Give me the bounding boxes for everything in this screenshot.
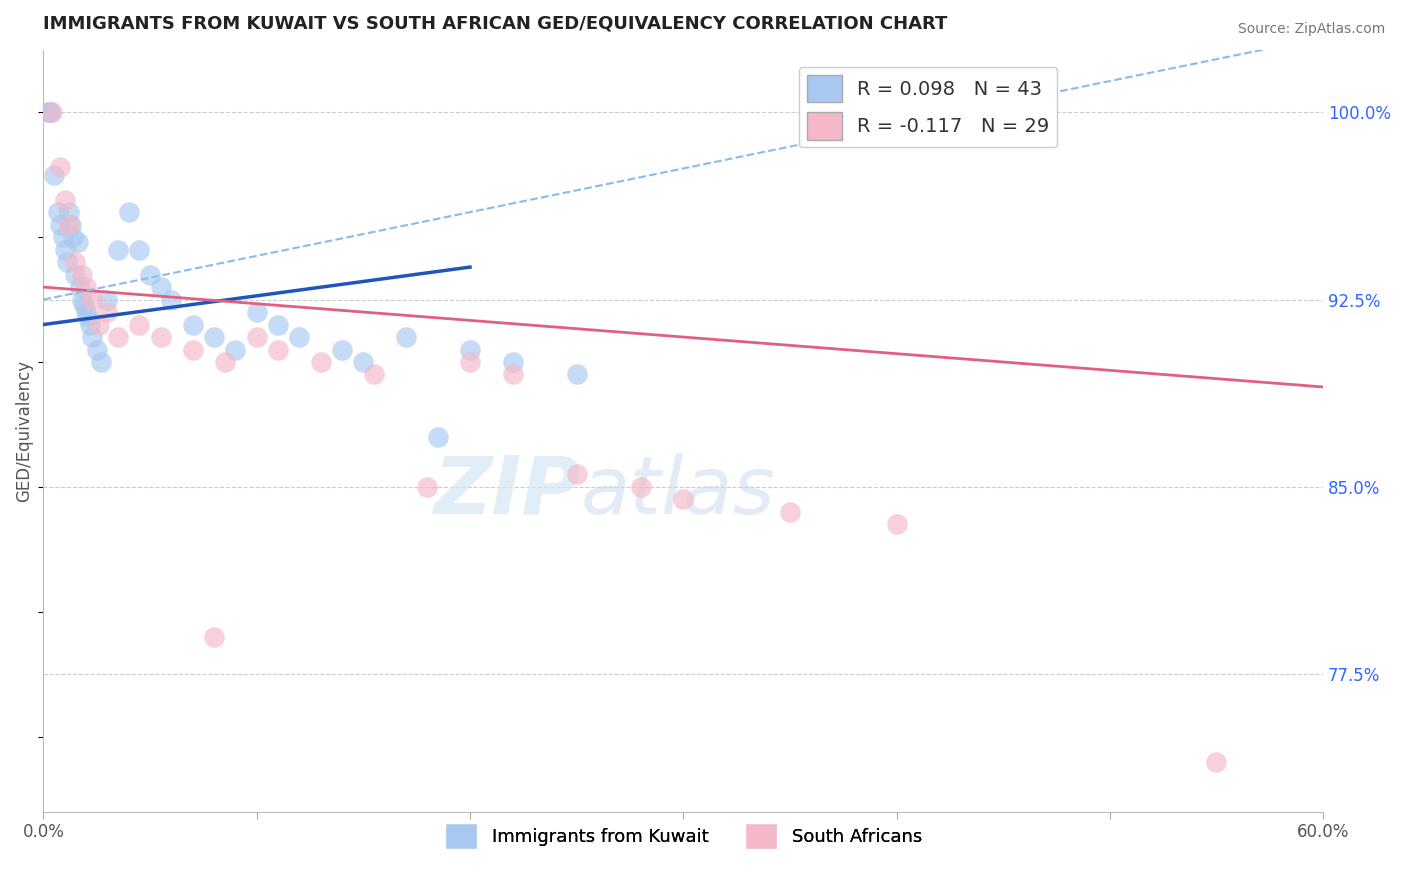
Point: [118, 205, 141, 219]
Y-axis label: GED/Equivalency: GED/Equivalency: [15, 359, 32, 501]
Point: [246, 305, 269, 319]
Point: [502, 368, 524, 382]
Point: [90, 355, 112, 369]
Point: [1205, 755, 1227, 769]
Point: [38, 105, 60, 120]
Point: [458, 343, 481, 357]
Point: [107, 330, 129, 344]
Legend: Immigrants from Kuwait, South Africans: Immigrants from Kuwait, South Africans: [437, 816, 929, 855]
Point: [128, 318, 150, 332]
Point: [458, 355, 481, 369]
Point: [395, 330, 418, 344]
Point: [38, 105, 60, 120]
Point: [87, 318, 110, 332]
Point: [65, 268, 87, 282]
Point: [70, 293, 93, 307]
Point: [565, 467, 588, 482]
Point: [79, 318, 101, 332]
Point: [58, 218, 80, 232]
Point: [70, 268, 93, 282]
Point: [224, 343, 246, 357]
Point: [309, 355, 332, 369]
Point: [58, 205, 80, 219]
Point: [139, 268, 162, 282]
Point: [630, 480, 652, 494]
Point: [53, 193, 76, 207]
Point: [149, 280, 172, 294]
Point: [267, 318, 290, 332]
Point: [886, 517, 908, 532]
Point: [128, 243, 150, 257]
Point: [49, 160, 72, 174]
Point: [82, 293, 104, 307]
Point: [52, 230, 75, 244]
Point: [53, 243, 76, 257]
Text: IMMIGRANTS FROM KUWAIT VS SOUTH AFRICAN GED/EQUIVALENCY CORRELATION CHART: IMMIGRANTS FROM KUWAIT VS SOUTH AFRICAN …: [44, 15, 948, 33]
Point: [427, 430, 450, 444]
Point: [96, 293, 118, 307]
Point: [288, 330, 311, 344]
Text: Source: ZipAtlas.com: Source: ZipAtlas.com: [1237, 22, 1385, 37]
Point: [107, 243, 129, 257]
Point: [149, 330, 172, 344]
Point: [96, 305, 118, 319]
Point: [330, 343, 353, 357]
Point: [160, 293, 183, 307]
Text: ZIP: ZIP: [433, 452, 581, 531]
Point: [181, 318, 204, 332]
Point: [181, 343, 204, 357]
Point: [49, 218, 72, 232]
Point: [565, 368, 588, 382]
Point: [65, 255, 87, 269]
Point: [75, 305, 97, 319]
Point: [202, 330, 225, 344]
Point: [60, 218, 83, 232]
Point: [37, 105, 59, 120]
Point: [416, 480, 439, 494]
Text: atlas: atlas: [581, 452, 776, 531]
Point: [73, 297, 96, 311]
Point: [502, 355, 524, 369]
Point: [62, 230, 84, 244]
Point: [363, 368, 385, 382]
Point: [42, 168, 65, 182]
Point: [246, 330, 269, 344]
Point: [267, 343, 290, 357]
Point: [82, 330, 104, 344]
Point: [41, 105, 63, 120]
Point: [77, 310, 100, 324]
Point: [86, 343, 108, 357]
Point: [69, 280, 91, 294]
Point: [46, 205, 69, 219]
Point: [56, 255, 79, 269]
Point: [202, 630, 225, 644]
Point: [214, 355, 236, 369]
Point: [66, 235, 89, 249]
Point: [352, 355, 374, 369]
Point: [672, 492, 695, 507]
Point: [75, 280, 97, 294]
Point: [779, 505, 801, 519]
